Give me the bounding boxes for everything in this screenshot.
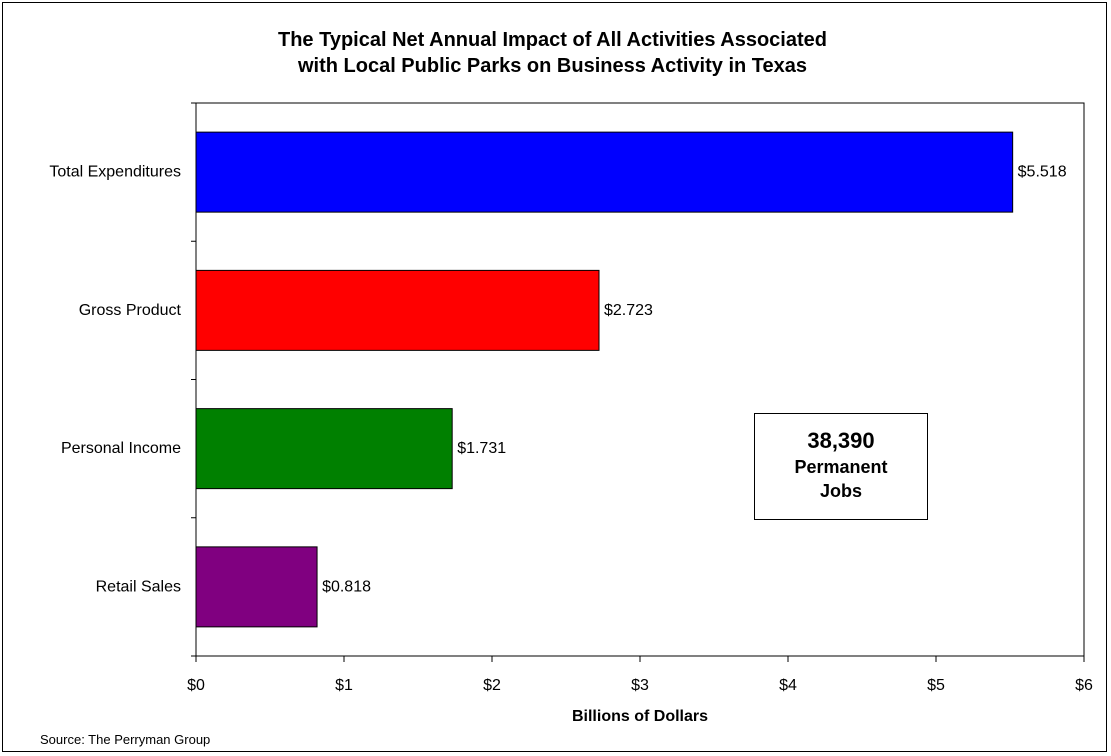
category-label: Retail Sales: [96, 578, 181, 595]
jobs-annotation-box: 38,390 Permanent Jobs: [754, 413, 928, 520]
x-tick-label: $5: [927, 677, 945, 694]
x-tick-label: $3: [631, 677, 649, 694]
data-label: $0.818: [322, 578, 371, 595]
jobs-label: Permanent Jobs: [794, 457, 888, 501]
x-tick-label: $4: [779, 677, 797, 694]
category-label: Personal Income: [61, 440, 181, 457]
category-label: Gross Product: [79, 302, 182, 319]
bar: [195, 546, 318, 628]
x-axis-label: Billions of Dollars: [571, 708, 708, 725]
category-label: Total Expenditures: [49, 164, 181, 181]
x-tick-label: $6: [1075, 677, 1093, 694]
data-label: $5.518: [1018, 164, 1067, 181]
x-tick-label: $2: [483, 677, 501, 694]
jobs-count: 38,390: [807, 428, 875, 453]
source-note: Source: The Perryman Group: [40, 732, 211, 747]
bar: [195, 408, 453, 490]
data-label: $2.723: [604, 302, 653, 319]
chart-title: The Typical Net Annual Impact of All Act…: [277, 29, 827, 77]
bar: [195, 269, 600, 351]
x-tick-label: $1: [335, 677, 353, 694]
x-tick-label: $0: [187, 677, 205, 694]
bar: [195, 131, 1014, 213]
data-label: $1.731: [457, 440, 506, 457]
